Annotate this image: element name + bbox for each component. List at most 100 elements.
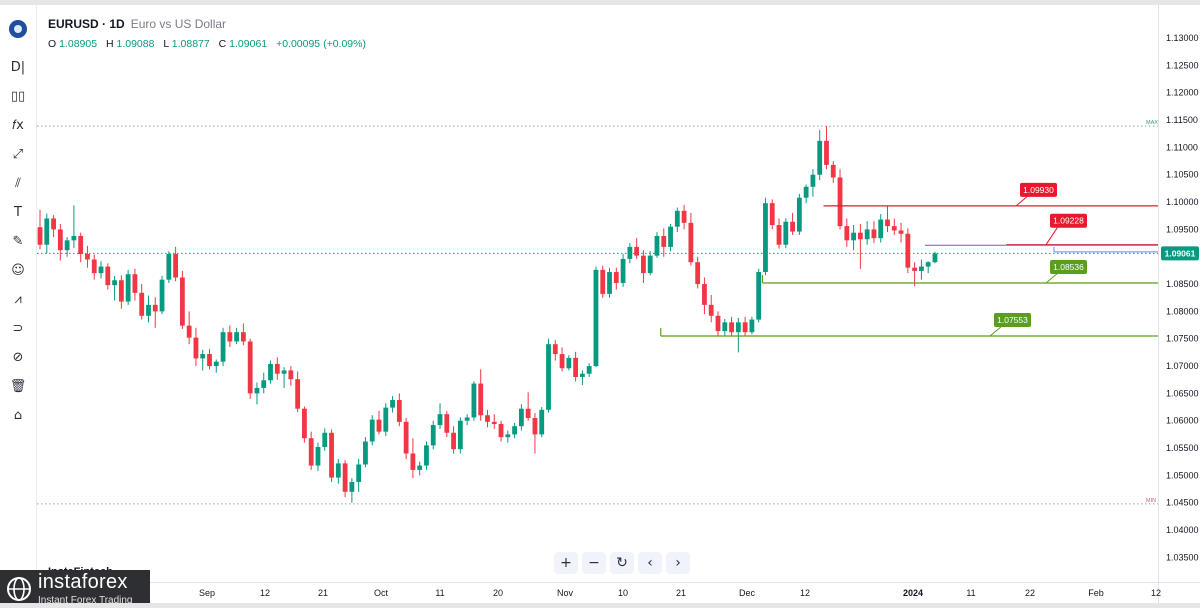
candle-down[interactable] (844, 226, 850, 241)
candle-down[interactable] (837, 177, 843, 227)
candle-up[interactable] (620, 258, 626, 283)
candle-up[interactable] (125, 274, 131, 302)
indicators-icon[interactable]: ▯▯ (10, 88, 26, 104)
lock-icon[interactable]: ⌂ (13, 407, 23, 423)
candle-down[interactable] (891, 226, 897, 231)
candle-down[interactable] (830, 164, 836, 178)
candle-down[interactable] (478, 383, 484, 416)
text-icon[interactable]: T (14, 204, 22, 220)
candle-up[interactable] (668, 226, 673, 247)
candle-up[interactable] (369, 419, 375, 442)
candle-down[interactable] (302, 408, 307, 439)
scroll-left-button[interactable]: ‹ (638, 552, 662, 574)
candle-down[interactable] (573, 357, 579, 377)
candle-down[interactable] (702, 284, 707, 305)
candle-up[interactable] (749, 319, 755, 333)
candle-down[interactable] (634, 246, 640, 256)
level-callout[interactable] (994, 313, 1031, 327)
candle-down[interactable] (715, 315, 721, 332)
cursor-icon[interactable]: D| (10, 59, 26, 75)
candle-down[interactable] (525, 408, 531, 418)
candle-down[interactable] (790, 221, 795, 232)
patterns-icon[interactable]: ⩘ (14, 291, 22, 307)
candle-down[interactable] (57, 229, 63, 251)
candle-up[interactable] (159, 279, 165, 312)
candle-up[interactable] (878, 219, 884, 239)
candle-down[interactable] (898, 230, 904, 234)
candle-up[interactable] (674, 210, 680, 227)
candle-down[interactable] (742, 322, 748, 333)
candle-up[interactable] (363, 441, 368, 465)
candle-up[interactable] (539, 409, 545, 435)
candle-down[interactable] (295, 379, 301, 409)
zoom-out-button[interactable]: − (582, 552, 606, 574)
candle-up[interactable] (851, 232, 856, 241)
candle-down[interactable] (613, 272, 619, 283)
candle-up[interactable] (817, 140, 823, 175)
level-callout[interactable] (1020, 182, 1057, 197)
candle-up[interactable] (457, 420, 463, 450)
candle-down[interactable] (308, 438, 314, 466)
candle-down[interactable] (132, 274, 138, 293)
candle-up[interactable] (349, 481, 355, 492)
candle-down[interactable] (485, 415, 490, 422)
candle-down[interactable] (857, 232, 863, 240)
candle-down[interactable] (51, 218, 56, 230)
candle-down[interactable] (78, 235, 84, 254)
candle-up[interactable] (722, 322, 728, 332)
candle-up[interactable] (546, 344, 551, 410)
candle-up[interactable] (430, 425, 436, 446)
candle-up[interactable] (64, 240, 70, 251)
candle-up[interactable] (71, 235, 77, 241)
candle-up[interactable] (735, 322, 741, 333)
candle-down[interactable] (91, 259, 97, 274)
candle-down[interactable] (329, 432, 334, 478)
candle-down[interactable] (824, 140, 829, 165)
candle-up[interactable] (471, 383, 477, 418)
fx-icon[interactable]: 𝑓x (12, 117, 24, 133)
candle-up[interactable] (315, 446, 321, 466)
candle-down[interactable] (661, 235, 667, 247)
candle-down[interactable] (186, 325, 192, 338)
candle-up[interactable] (796, 197, 802, 232)
candle-up[interactable] (932, 253, 938, 263)
candle-up[interactable] (593, 269, 599, 367)
candle-up[interactable] (810, 174, 816, 187)
candle-down[interactable] (708, 304, 714, 316)
candle-down[interactable] (532, 418, 538, 435)
emoji-icon[interactable]: ☺ (11, 262, 25, 278)
trash-icon[interactable]: 🗑 (9, 378, 27, 394)
candle-down[interactable] (641, 255, 646, 274)
candle-down[interactable] (871, 229, 877, 239)
candle-down[interactable] (207, 354, 212, 367)
candle-down[interactable] (85, 254, 90, 260)
scroll-right-button[interactable]: › (666, 552, 690, 574)
candle-up[interactable] (281, 370, 287, 374)
candle-down[interactable] (769, 203, 775, 226)
candle-down[interactable] (274, 363, 280, 374)
candle-down[interactable] (403, 421, 409, 454)
candle-down[interactable] (905, 233, 911, 268)
reset-button[interactable]: ↻ (610, 552, 634, 574)
candle-down[interactable] (152, 304, 158, 312)
hide-icon[interactable]: ⊘ (12, 349, 24, 365)
candle-up[interactable] (925, 262, 931, 267)
candle-down[interactable] (600, 269, 606, 294)
level-callout[interactable] (1050, 213, 1087, 228)
candle-up[interactable] (44, 218, 50, 245)
candle-up[interactable] (220, 332, 226, 362)
candle-up[interactable] (146, 304, 151, 316)
symbol-legend[interactable]: EURUSD · 1D Euro vs US Dollar (48, 17, 226, 31)
candle-up[interactable] (512, 426, 517, 435)
candle-up[interactable] (234, 332, 240, 342)
candle-down[interactable] (912, 267, 918, 271)
candle-up[interactable] (607, 272, 612, 294)
zoom-in-button[interactable]: + (554, 552, 578, 574)
candle-up[interactable] (213, 361, 219, 367)
candle-up[interactable] (627, 246, 633, 259)
candle-up[interactable] (383, 407, 389, 432)
candle-down[interactable] (885, 219, 890, 227)
candle-up[interactable] (586, 366, 592, 374)
symbol-logo-icon[interactable] (6, 17, 30, 41)
candle-up[interactable] (505, 434, 511, 438)
